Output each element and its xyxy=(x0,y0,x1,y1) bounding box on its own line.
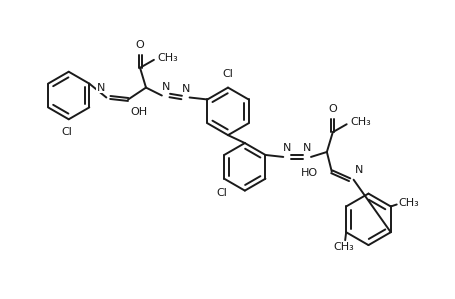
Text: OH: OH xyxy=(130,107,147,118)
Text: N: N xyxy=(302,143,311,153)
Text: CH₃: CH₃ xyxy=(398,199,419,208)
Text: Cl: Cl xyxy=(222,69,233,79)
Text: N: N xyxy=(97,83,105,92)
Text: N: N xyxy=(354,165,362,175)
Text: N: N xyxy=(161,82,170,91)
Text: O: O xyxy=(328,104,336,114)
Text: HO: HO xyxy=(300,168,317,178)
Text: Cl: Cl xyxy=(217,188,227,198)
Text: Cl: Cl xyxy=(61,127,72,137)
Text: N: N xyxy=(181,83,189,94)
Text: O: O xyxy=(136,40,144,50)
Text: N: N xyxy=(283,143,291,153)
Text: CH₃: CH₃ xyxy=(157,53,178,63)
Text: CH₃: CH₃ xyxy=(350,117,370,127)
Text: CH₃: CH₃ xyxy=(333,242,354,252)
